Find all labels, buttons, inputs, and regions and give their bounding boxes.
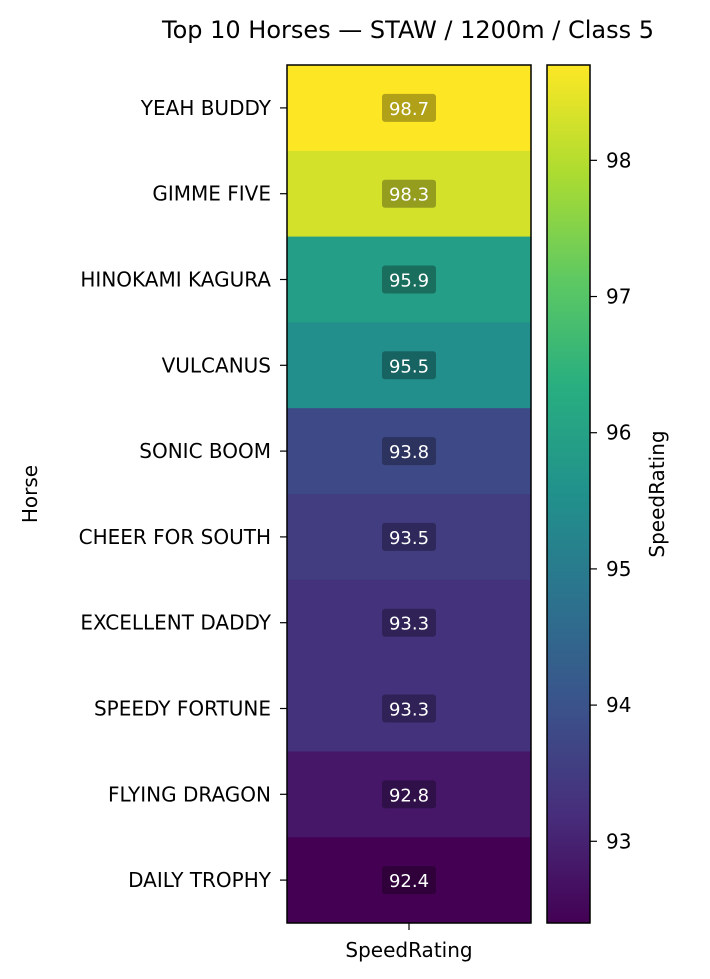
cell-label-box	[382, 179, 436, 208]
chart-title: Top 10 Horses — STAW / 1200m / Class 5	[161, 16, 654, 44]
y-axis: YEAH BUDDY GIMME FIVE HINOKAMI KAGURA VULCA…	[79, 96, 287, 892]
cell-value-label: 93.3	[389, 614, 429, 635]
y-tick-label: DAILY TROPHY	[128, 868, 272, 892]
cell-value-label: 92.4	[389, 871, 429, 892]
cell-value-label: 93.3	[389, 700, 429, 721]
cell-value-label: 95.9	[389, 271, 429, 292]
y-tick-label: SONIC BOOM	[139, 439, 271, 463]
y-tick-label: SPEEDY FORTUNE	[94, 697, 271, 721]
y-tick-label: HINOKAMI KAGURA	[80, 268, 271, 292]
cell-value-label: 98.3	[389, 185, 429, 206]
colorbar-tick-label: 94	[606, 693, 631, 717]
cell-label-box	[382, 608, 436, 637]
heatmap-cell	[287, 322, 531, 409]
y-axis-label: Horse	[18, 465, 42, 523]
colorbar-tick-label: 96	[606, 421, 631, 445]
heatmap-cell	[287, 494, 531, 581]
cell-value-label: 95.5	[389, 356, 429, 377]
cell-value-label: 92.8	[389, 785, 429, 806]
cell-label-box	[382, 522, 436, 551]
heatmap-cell	[287, 579, 531, 667]
cell-label-box	[382, 694, 436, 723]
cell-label-box	[382, 93, 436, 122]
heatmap-cell	[287, 408, 531, 495]
heatmap-cells: 98.7 98.3 95.9 95.5 93.8 93.5 93.3 93.3 92.8 92.4	[287, 65, 531, 924]
cell-value-label: 93.5	[389, 528, 429, 549]
colorbar-tick-label: 98	[606, 148, 631, 172]
cell-label-box	[382, 265, 436, 294]
cell-label-box	[382, 437, 436, 466]
heatmap-cell	[287, 665, 531, 752]
cell-label-box	[382, 351, 436, 380]
colorbar-tick-label: 95	[606, 557, 631, 581]
colorbar-label: SpeedRating	[645, 430, 669, 557]
colorbar-ticks: 93 94 95 96 97 98	[590, 148, 631, 853]
cell-value-label: 98.7	[389, 99, 429, 120]
colorbar	[546, 64, 591, 924]
y-tick-label: EXCELLENT DADDY	[80, 611, 271, 635]
heatmap-cell	[287, 751, 531, 838]
y-tick-label: GIMME FIVE	[152, 182, 271, 206]
cell-label-box	[382, 780, 436, 809]
heatmap-cell	[287, 837, 531, 924]
cell-value-label: 93.8	[389, 442, 429, 463]
y-tick-label: VULCANUS	[162, 353, 271, 377]
y-tick-label: YEAH BUDDY	[140, 96, 272, 120]
y-tick-label: CHEER FOR SOUTH	[79, 525, 271, 549]
heatmap-cell	[287, 236, 531, 323]
heatmap-cell	[287, 150, 531, 238]
y-tick-label: FLYING DRAGON	[108, 782, 271, 806]
heatmap-cell	[287, 65, 531, 152]
x-tick-label: SpeedRating	[345, 938, 472, 962]
colorbar-tick-label: 93	[606, 829, 631, 853]
colorbar-tick-label: 97	[606, 285, 631, 309]
cell-label-box	[382, 866, 436, 895]
